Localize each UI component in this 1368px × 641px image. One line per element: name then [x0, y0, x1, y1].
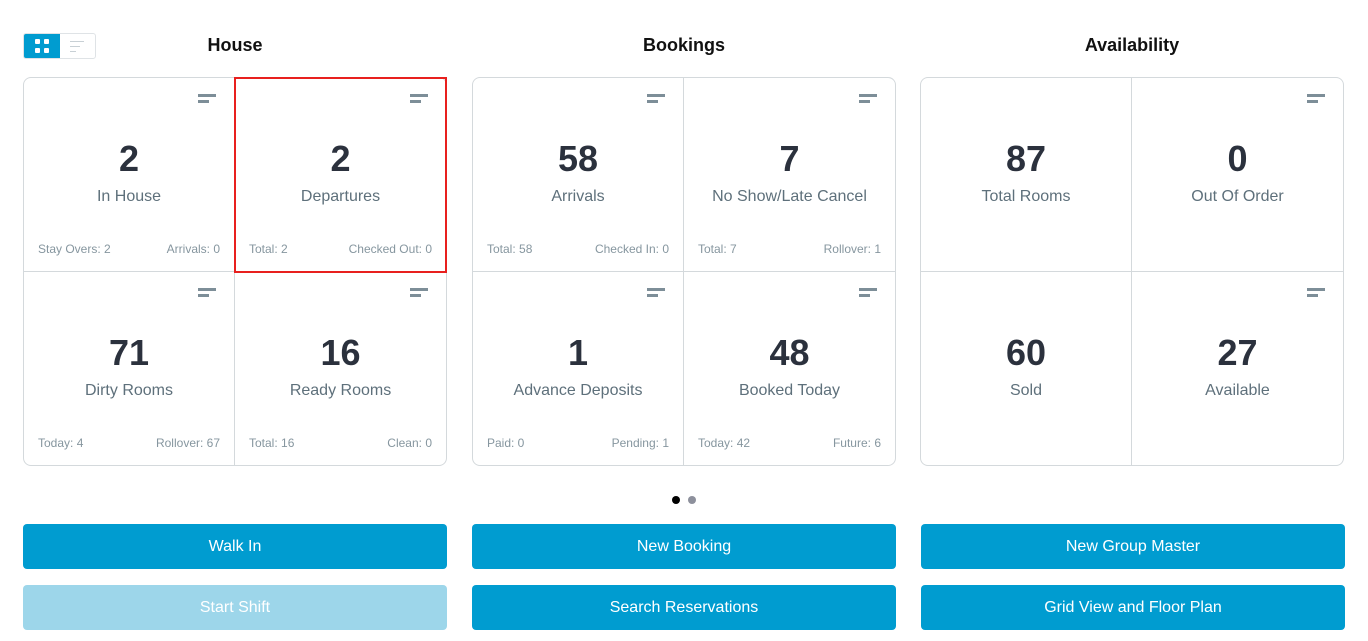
stat-footer-left: Total: 2	[249, 242, 288, 256]
new-booking-button[interactable]: New Booking	[472, 524, 896, 569]
stat-value: 71	[108, 331, 150, 373]
grid-view-toggle[interactable]	[24, 34, 60, 58]
menu-icon[interactable]	[410, 287, 428, 300]
stat-card-out-of-order[interactable]: 0 Out Of Order	[1132, 78, 1343, 272]
stat-value: 7	[779, 138, 800, 179]
stat-card-advance-deposits[interactable]: 1 Advance Deposits Paid: 0 Pending: 1	[473, 271, 684, 465]
stat-value: 27	[1217, 331, 1258, 373]
stat-footer-right: Arrivals: 0	[166, 242, 220, 256]
stat-value: 58	[557, 138, 599, 179]
availability-column-title: Availability	[1084, 35, 1180, 55]
page-dot-1[interactable]	[672, 496, 680, 504]
stat-value: 60	[1005, 331, 1047, 373]
list-icon	[70, 37, 85, 56]
view-toggle	[23, 33, 96, 59]
stat-label: Advance Deposits	[513, 381, 643, 399]
house-column-title: House	[207, 35, 263, 55]
menu-icon[interactable]	[1307, 94, 1325, 106]
stat-label: Arrivals	[551, 188, 605, 205]
page-indicator	[672, 496, 696, 504]
stat-value: 1	[567, 331, 589, 373]
grid-icon	[34, 39, 49, 53]
stat-label: No Show/Late Cancel	[712, 188, 867, 205]
stat-card-arrivals[interactable]: 58 Arrivals Total: 58 Checked In: 0	[473, 78, 684, 272]
page-dot-2[interactable]	[688, 496, 696, 504]
start-shift-button[interactable]: Start Shift	[23, 585, 447, 630]
menu-icon[interactable]	[198, 287, 216, 300]
stat-card-dirty-rooms[interactable]: 71 Dirty Rooms Today: 4 Rollover: 67	[24, 271, 235, 465]
list-view-toggle[interactable]	[60, 34, 96, 58]
new-group-master-button[interactable]: New Group Master	[921, 524, 1345, 569]
stat-label: Total Rooms	[981, 188, 1071, 205]
menu-icon[interactable]	[647, 94, 665, 106]
menu-icon[interactable]	[859, 94, 877, 106]
stat-footer-right: Future: 6	[832, 435, 881, 450]
stat-label: Sold	[1009, 381, 1043, 399]
availability-panel: 87 Total Rooms 0 Out Of Order 60 Sold 27…	[920, 77, 1344, 466]
stat-value: 48	[769, 331, 810, 373]
stat-footer-left: Stay Overs: 2	[38, 242, 111, 256]
bookings-column-title: Bookings	[642, 35, 725, 55]
stat-label: In House	[96, 188, 162, 205]
menu-icon[interactable]	[647, 287, 665, 300]
stat-footer-left: Total: 58	[487, 242, 533, 256]
stat-value: 2	[330, 138, 351, 179]
stat-footer-left: Today: 42	[698, 435, 751, 450]
stat-label: Dirty Rooms	[84, 381, 173, 399]
stat-value: 87	[1005, 138, 1047, 179]
grid-view-floor-plan-button[interactable]: Grid View and Floor Plan	[921, 585, 1345, 630]
walk-in-button[interactable]: Walk In	[23, 524, 447, 569]
stat-footer-right: Clean: 0	[387, 435, 432, 450]
stat-label: Departures	[300, 188, 381, 205]
stat-footer-right: Pending: 1	[611, 435, 669, 450]
stat-card-sold[interactable]: 60 Sold	[921, 271, 1132, 465]
stat-footer-left: Total: 16	[249, 435, 295, 450]
stat-label: Ready Rooms	[289, 381, 392, 399]
stat-footer-right: Checked Out: 0	[348, 242, 432, 256]
stat-value: 2	[118, 138, 140, 179]
stat-label: Booked Today	[738, 381, 841, 399]
stat-card-departures[interactable]: 2 Departures Total: 2 Checked Out: 0	[234, 77, 447, 273]
menu-icon[interactable]	[410, 94, 428, 106]
stat-footer-right: Rollover: 1	[823, 242, 881, 256]
stat-footer-right: Checked In: 0	[594, 242, 669, 256]
stat-card-in-house[interactable]: 2 In House Stay Overs: 2 Arrivals: 0	[24, 78, 235, 272]
search-reservations-button[interactable]: Search Reservations	[472, 585, 896, 630]
stat-footer-left: Paid: 0	[487, 435, 525, 450]
menu-icon[interactable]	[859, 287, 877, 300]
stat-card-available[interactable]: 27 Available	[1132, 272, 1343, 466]
stat-card-booked-today[interactable]: 48 Booked Today Today: 42 Future: 6	[684, 272, 895, 466]
menu-icon[interactable]	[1307, 287, 1325, 300]
stat-footer-right: Rollover: 67	[155, 435, 220, 450]
stat-label: Available	[1205, 381, 1270, 399]
stat-card-total-rooms[interactable]: 87 Total Rooms	[921, 78, 1132, 272]
stat-value: 16	[320, 331, 361, 373]
menu-icon[interactable]	[198, 94, 216, 106]
stat-value: 0	[1227, 138, 1248, 179]
stat-footer-left: Today: 4	[38, 435, 84, 450]
stat-card-ready-rooms[interactable]: 16 Ready Rooms Total: 16 Clean: 0	[235, 272, 446, 466]
stat-footer-left: Total: 7	[698, 242, 737, 256]
stat-label: Out Of Order	[1191, 188, 1284, 205]
stat-card-no-show-late-cancel[interactable]: 7 No Show/Late Cancel Total: 7 Rollover:…	[684, 78, 895, 272]
